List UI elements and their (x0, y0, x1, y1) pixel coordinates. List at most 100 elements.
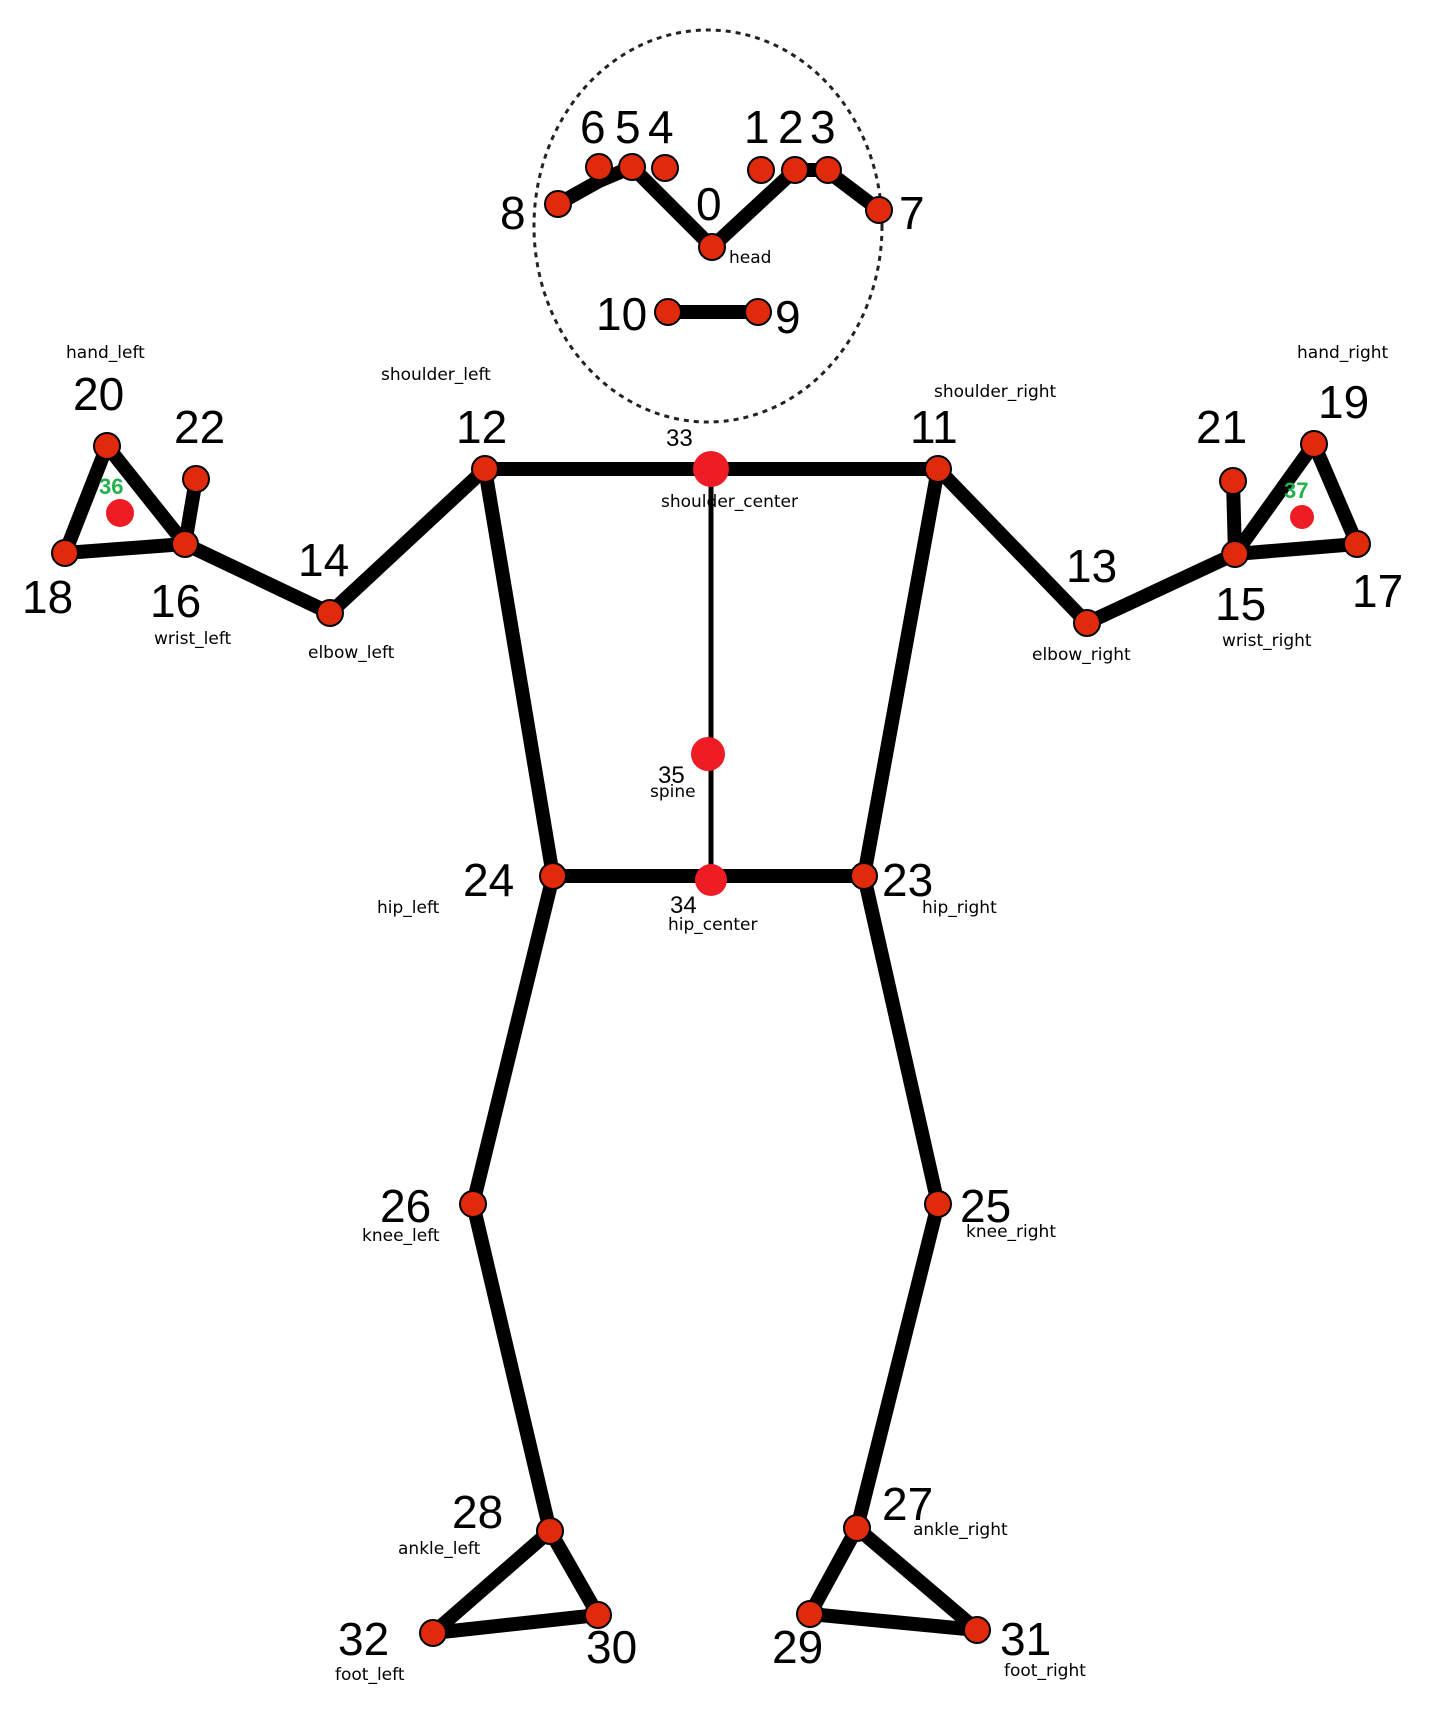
label-8: 8 (500, 187, 526, 239)
name-knee-left: knee_left (362, 1226, 440, 1246)
label-18: 18 (22, 571, 73, 623)
label-10: 10 (596, 288, 647, 340)
skeleton-joints (51, 153, 1371, 1647)
label-1: 1 (744, 101, 770, 153)
name-head: head (729, 248, 771, 268)
name-hand-right: hand_right (1297, 343, 1389, 363)
bone-27-29 (803, 1521, 864, 1621)
bone-11-13 (931, 462, 1094, 630)
joint-33-shoulder-center (693, 451, 729, 487)
joint-names: head hand_left hand_right shoulder_left … (66, 248, 1389, 1685)
label-37: 37 (1284, 478, 1308, 503)
bone-23-25 (857, 869, 945, 1211)
label-22: 22 (174, 401, 225, 453)
label-5: 5 (615, 101, 641, 153)
label-6: 6 (580, 101, 606, 153)
joint-30 (584, 1601, 612, 1629)
name-shoulder-left: shoulder_left (381, 365, 491, 385)
joint-7 (865, 196, 893, 224)
name-elbow-left: elbow_left (308, 643, 395, 663)
label-19: 19 (1318, 376, 1369, 428)
name-ankle-right: ankle_right (913, 1520, 1008, 1540)
joint-12 (471, 455, 499, 483)
landmark-numbers: 0 1 2 3 4 5 6 7 8 9 10 11 12 13 14 15 16… (22, 101, 1403, 1673)
label-12: 12 (456, 401, 507, 453)
bone-25-27 (850, 1197, 945, 1535)
name-hip-right: hip_right (922, 898, 997, 918)
bone-26-28 (466, 1197, 557, 1538)
name-hand-left: hand_left (66, 343, 145, 363)
bone-28-30 (543, 1524, 605, 1622)
bone-24-26 (466, 869, 560, 1211)
bone-13-15 (1080, 547, 1242, 630)
joint-1 (747, 156, 775, 184)
joint-29 (796, 1600, 824, 1628)
bone-30-32 (426, 1608, 605, 1640)
joint-19 (1300, 430, 1328, 458)
label-14: 14 (298, 534, 349, 586)
bone-5-0 (625, 160, 719, 254)
bone-29-31 (803, 1607, 984, 1637)
joint-21 (1219, 467, 1247, 495)
label-28: 28 (452, 1486, 503, 1538)
label-11: 11 (910, 401, 958, 453)
label-24: 24 (463, 854, 514, 906)
label-16: 16 (150, 575, 201, 627)
joint-35-spine (691, 737, 725, 771)
label-36: 36 (99, 474, 123, 499)
bone-31-27 (850, 1521, 984, 1637)
label-31: 31 (1000, 1613, 1051, 1665)
label-13: 13 (1066, 540, 1117, 592)
joint-15 (1221, 540, 1249, 568)
joint-11 (924, 455, 952, 483)
name-wrist-right: wrist_right (1222, 631, 1312, 651)
label-29: 29 (772, 1621, 823, 1673)
name-hip-center: hip_center (668, 915, 757, 935)
joint-34-hip-center (695, 864, 727, 896)
joint-23 (850, 862, 878, 890)
joint-22 (182, 465, 210, 493)
bone-15-17 (1228, 537, 1364, 561)
joint-26 (459, 1190, 487, 1218)
joint-8 (544, 190, 572, 218)
joint-24 (539, 862, 567, 890)
joint-17 (1343, 530, 1371, 558)
name-knee-right: knee_right (966, 1222, 1056, 1242)
bone-14-16 (178, 537, 337, 620)
label-34: 34 (670, 892, 697, 919)
label-30: 30 (586, 1621, 637, 1673)
bone-11-23 (857, 462, 945, 883)
label-9: 9 (775, 291, 801, 343)
bone-12-24 (478, 462, 560, 883)
label-21: 21 (1196, 401, 1247, 453)
bone-19-15 (1228, 437, 1321, 561)
label-2: 2 (778, 101, 804, 153)
label-25: 25 (960, 1180, 1011, 1232)
joint-9 (744, 298, 772, 326)
label-4: 4 (648, 101, 674, 153)
name-elbow-right: elbow_right (1032, 645, 1131, 665)
name-hip-left: hip_left (377, 898, 440, 918)
joint-31 (963, 1616, 991, 1644)
label-15: 15 (1215, 578, 1266, 630)
name-ankle-left: ankle_left (398, 1539, 481, 1559)
bone-20-16 (100, 439, 192, 551)
bone-32-28 (426, 1524, 557, 1640)
joint-37-hand-right-center (1290, 505, 1314, 529)
label-0: 0 (696, 178, 722, 230)
name-wrist-left: wrist_left (154, 629, 232, 649)
joint-20 (93, 432, 121, 460)
label-3: 3 (810, 101, 836, 153)
joint-5 (618, 153, 646, 181)
joint-27 (843, 1514, 871, 1542)
label-32: 32 (338, 1613, 389, 1665)
head-outline (532, 28, 884, 424)
joint-10 (654, 298, 682, 326)
joint-28 (536, 1517, 564, 1545)
label-20: 20 (73, 368, 124, 420)
bone-12-14 (323, 462, 492, 620)
name-spine: spine (650, 782, 696, 802)
bone-0-2 (705, 163, 802, 254)
name-shoulder-right: shoulder_right (934, 382, 1057, 402)
